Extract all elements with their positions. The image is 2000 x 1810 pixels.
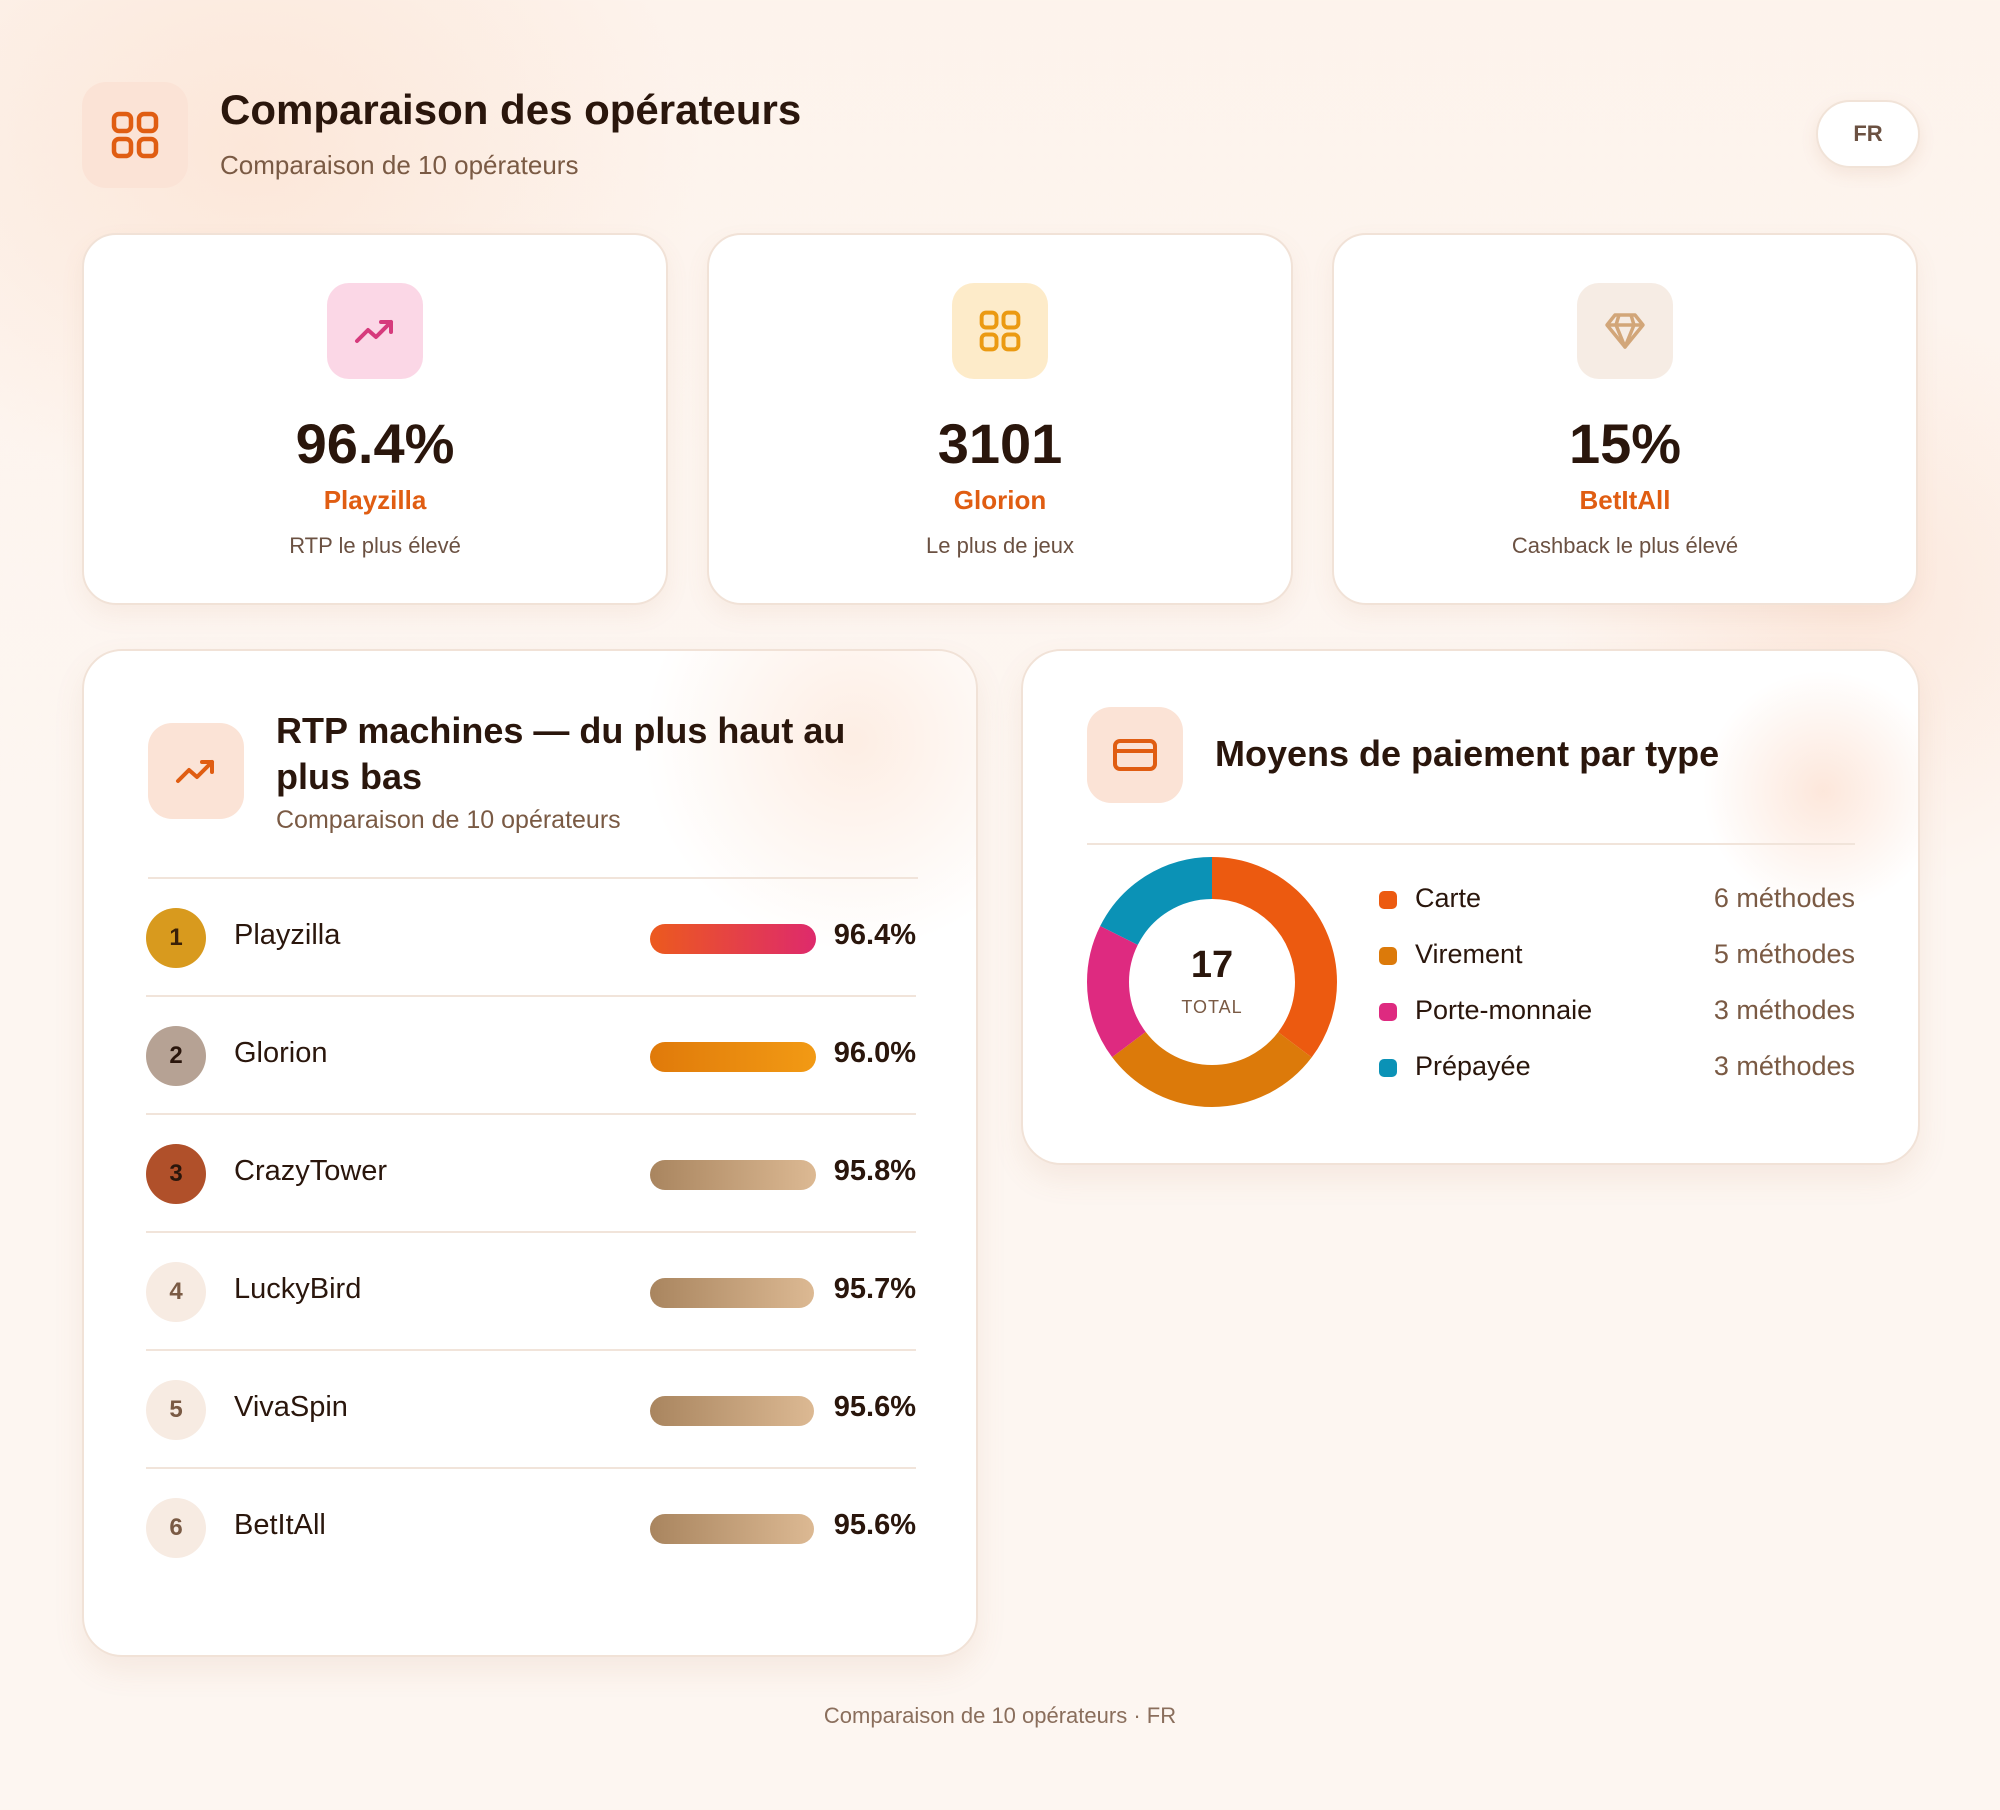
legend-value: 3 méthodes [1713,1051,1855,1081]
stat-icon-tile [1577,283,1673,379]
donut-total-value: 17 [1190,944,1234,986]
page-title: Comparaison des opérateurs [220,86,802,133]
rtp-bar [650,1278,816,1308]
operator-name: Playzilla [234,919,341,951]
rtp-bar-fill [650,1514,815,1544]
row-divider [146,995,916,997]
legend-label: Carte [1415,883,1482,913]
panel-title: Moyens de paiement par type [1215,733,1720,774]
legend-swatch [1379,947,1397,965]
legend-label: Virement [1415,939,1523,969]
operator-name: LuckyBird [234,1273,362,1305]
payment-methods-panel: Moyens de paiement par type 17 TOTAL Car… [1021,649,1920,1165]
rtp-bar [650,1514,816,1544]
panel-divider [1087,843,1855,845]
stat-label: Cashback le plus élevé [1511,533,1739,558]
donut-slice-2 [1087,857,1337,1107]
panel-title: RTP machines — du plus haut au plus bas [276,710,846,797]
row-divider [146,1467,916,1469]
operator-name: VivaSpin [234,1391,348,1423]
rtp-bar-fill [650,1396,815,1426]
rtp-ranking-panel: RTP machines — du plus haut au plus bas … [82,649,978,1657]
logo-tile [82,82,188,188]
operator-name: Glorion [234,1037,328,1069]
page-subtitle: Comparaison de 10 opérateurs [220,150,579,180]
grid-icon [111,111,159,159]
stat-operator: Glorion [953,485,1047,515]
rtp-bar-fill [650,1042,816,1072]
page-header: Comparaison des opérateurs Comparaison d… [82,82,1920,188]
panel-divider [148,877,918,879]
table-row[interactable]: 1 Playzilla 96.4% [146,879,916,997]
page-footer: Comparaison de 10 opérateurs · FR [823,1703,1177,1728]
operator-name: BetItAll [234,1509,326,1541]
stat-value: 3101 [937,412,1063,475]
stat-label: RTP le plus élevé [289,533,461,558]
rtp-bar [650,1160,816,1190]
stat-label: Le plus de jeux [926,533,1074,558]
row-divider [146,1231,916,1233]
legend-label: Porte-monnaie [1415,995,1593,1025]
stat-icon-tile [952,283,1048,379]
rtp-value: 96.4% [833,919,916,951]
stat-card-highest-rtp: 96.4% Playzilla RTP le plus élevé [82,233,668,605]
table-row[interactable]: 6 BetItAll 95.6% [146,1469,916,1587]
rtp-value: 95.6% [833,1509,916,1541]
rtp-value: 95.8% [833,1155,916,1187]
row-divider [146,1113,916,1115]
payment-donut-chart [1087,857,1337,1107]
legend-swatch [1379,891,1397,909]
table-row[interactable]: 4 LuckyBird 95.7% [146,1233,916,1351]
table-row[interactable]: 5 VivaSpin 95.6% [146,1351,916,1469]
legend-swatch [1379,1059,1397,1077]
rtp-bar [650,924,816,954]
table-row[interactable]: 2 Glorion 96.0% [146,997,916,1115]
legend-item-prepaid: Prépayée 3 méthodes [1379,1047,1855,1087]
trending-up-icon [176,760,214,783]
language-button[interactable]: FR [1816,100,1920,168]
legend-label: Prépayée [1415,1051,1531,1081]
rtp-bar-fill [650,1278,815,1308]
rtp-value: 95.6% [833,1391,916,1423]
stat-value: 15% [1568,412,1682,475]
operator-name: CrazyTower [234,1155,388,1187]
legend-item-wallet: Porte-monnaie 3 méthodes [1379,991,1855,1031]
panel-icon-tile [1087,707,1183,803]
rank-badge-gold: 1 [146,908,206,968]
rank-badge: 4 [146,1262,206,1322]
rank-badge-silver: 2 [146,1026,206,1086]
trending-up-icon [355,320,393,343]
legend-value: 5 méthodes [1713,939,1855,969]
rank-badge-bronze: 3 [146,1144,206,1204]
donut-slice-3 [1087,857,1337,1107]
grid-icon [979,310,1021,352]
rtp-value: 96.0% [833,1037,916,1069]
rtp-bar-fill [650,1160,816,1190]
stat-card-highest-cashback: 15% BetItAll Cashback le plus élevé [1332,233,1918,605]
donut-slice-1 [1087,857,1337,1107]
credit-card-icon [1113,739,1157,771]
stat-value: 96.4% [295,412,455,475]
legend-value: 3 méthodes [1713,995,1855,1025]
rtp-bar-fill [650,924,816,954]
legend-swatch [1379,1003,1397,1021]
rtp-bar [650,1396,816,1426]
panel-subtitle: Comparaison de 10 opérateurs [276,806,621,834]
panel-icon-tile [148,723,244,819]
rtp-value: 95.7% [833,1273,916,1305]
rank-badge: 5 [146,1380,206,1440]
stat-operator: Playzilla [323,485,427,515]
rank-badge: 6 [146,1498,206,1558]
donut-total-label: TOTAL [1181,997,1243,1017]
legend-item-card: Carte 6 méthodes [1379,879,1855,919]
table-row[interactable]: 3 CrazyTower 95.8% [146,1115,916,1233]
stat-card-most-games: 3101 Glorion Le plus de jeux [707,233,1293,605]
row-divider [146,1349,916,1351]
diamond-icon [1605,313,1645,349]
legend-item-transfer: Virement 5 méthodes [1379,935,1855,975]
rtp-bar [650,1042,816,1072]
legend-value: 6 méthodes [1713,883,1855,913]
stat-icon-tile [327,283,423,379]
stat-operator: BetItAll [1579,485,1671,515]
